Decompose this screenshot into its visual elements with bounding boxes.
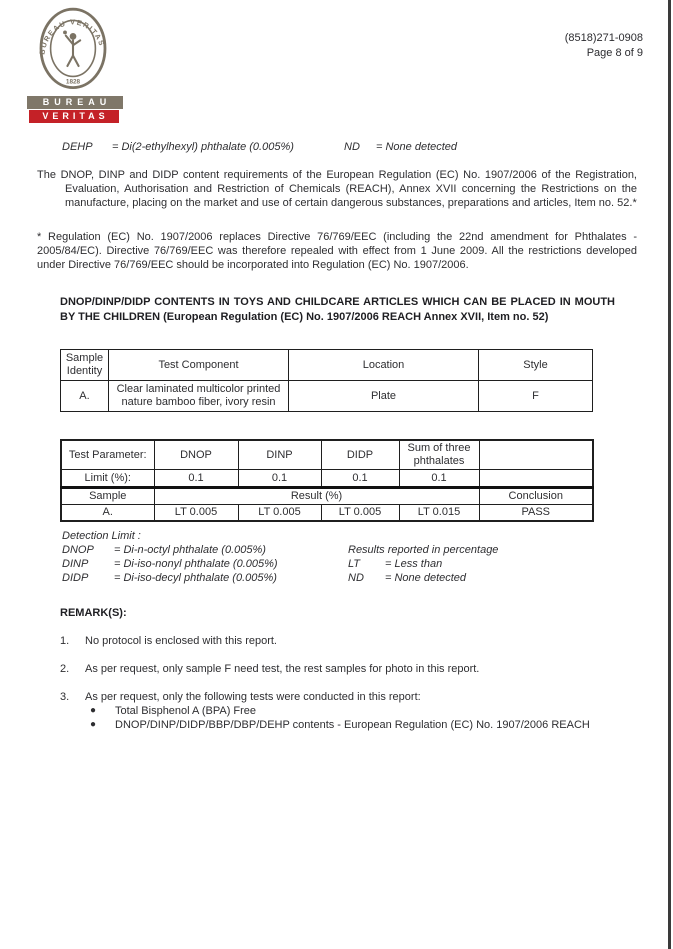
cell-limit-label: Limit (%): xyxy=(60,469,155,488)
cell-limit-didp: 0.1 xyxy=(320,469,400,488)
cell-limit-empty xyxy=(478,469,594,488)
result-data-row: A. LT 0.005 LT 0.005 LT 0.005 LT 0.015 P… xyxy=(60,504,594,522)
reach-requirements-paragraph: The DNOP, DINP and DIDP content requirem… xyxy=(37,169,637,209)
remark-2-text: As per request, only sample F need test,… xyxy=(85,663,480,675)
sample-info-header-row: Sample Identity Test Component Location … xyxy=(60,349,593,381)
cell-result-didp: LT 0.005 xyxy=(320,504,400,522)
sample-info-table: Sample Identity Test Component Location … xyxy=(60,349,593,412)
cell-location: Plate xyxy=(288,380,479,412)
remark-item-3: 3. As per request, only the following te… xyxy=(60,690,635,704)
cell-limit-dinp: 0.1 xyxy=(237,469,322,488)
phthalate-result-table: Test Parameter: DNOP DINP DIDP Sum of th… xyxy=(60,439,594,522)
cell-limit-dnop: 0.1 xyxy=(153,469,239,488)
cell-sample-identity: A. xyxy=(60,380,109,412)
cell-sum-label: Sum of three phthalates xyxy=(398,439,480,470)
bullet-icon: ● xyxy=(90,719,97,730)
dehp-definition-line: DEHP = Di(2-ethylhexyl) phthalate (0.005%… xyxy=(62,140,457,154)
remark-item-2: 2. As per request, only sample F need te… xyxy=(60,662,635,676)
col-location: Location xyxy=(288,349,479,381)
cell-result-dnop: LT 0.005 xyxy=(153,504,239,522)
remark-bullet-1: ● Total Bisphenol A (BPA) Free xyxy=(90,704,635,718)
dehp-term: DEHP xyxy=(62,141,93,153)
page-header-right: (8518)271-0908 Page 8 of 9 xyxy=(565,31,643,61)
svg-text:1828: 1828 xyxy=(66,79,81,86)
cell-style: F xyxy=(478,380,593,412)
col-style: Style xyxy=(478,349,593,381)
cell-result-label: Result (%) xyxy=(153,486,480,505)
dl-def-didp: = Di-iso-decyl phthalate (0.005%) xyxy=(114,572,277,584)
col-test-component: Test Component xyxy=(108,349,289,381)
cell-limit-sum: 0.1 xyxy=(398,469,480,488)
detection-limit-row-dinp: DINP = Di-iso-nonyl phthalate (0.005%) LT… xyxy=(62,557,622,571)
cell-dinp-label: DINP xyxy=(237,439,322,470)
regulation-footnote-paragraph: * Regulation (EC) No. 1907/2006 replaces… xyxy=(37,231,637,271)
result-param-row: Test Parameter: DNOP DINP DIDP Sum of th… xyxy=(60,439,594,470)
page-right-border xyxy=(668,0,671,949)
logo-veritas-bar: VERITAS xyxy=(29,110,119,123)
dl-def-nd: = None detected xyxy=(385,572,467,584)
dl-term-lt: LT xyxy=(348,558,361,570)
cell-conclusion-pass: PASS xyxy=(478,504,594,522)
cell-sample-a: A. xyxy=(60,504,155,522)
detection-limit-row-didp: DIDP = Di-iso-decyl phthalate (0.005%) ND… xyxy=(62,571,622,585)
cell-conclusion-label: Conclusion xyxy=(478,486,594,505)
remarks-heading: REMARK(S): xyxy=(60,607,127,619)
bullet-icon: ● xyxy=(90,705,97,716)
remark-2-number: 2. xyxy=(60,663,70,675)
detection-limit-block: Detection Limit : DNOP = Di-n-octyl phtha… xyxy=(62,529,622,585)
dl-term-dnop: DNOP xyxy=(62,544,94,556)
remark-3-number: 3. xyxy=(60,691,70,703)
result-sample-row: Sample Result (%) Conclusion xyxy=(60,486,594,505)
dl-term-dinp: DINP xyxy=(62,558,89,570)
cell-didp-label: DIDP xyxy=(320,439,400,470)
dl-term-nd: ND xyxy=(348,572,364,584)
sample-info-data-row: A. Clear laminated multicolor printed na… xyxy=(60,380,593,412)
remark-3-text: As per request, only the following tests… xyxy=(85,691,421,703)
remark-bullet-2-text: DNOP/DINP/DIDP/BBP/DBP/DEHP contents - E… xyxy=(115,719,590,731)
col-sample-identity: Sample Identity xyxy=(60,349,109,381)
dl-note-percentage: Results reported in percentage xyxy=(348,544,499,556)
remark-bullet-1-text: Total Bisphenol A (BPA) Free xyxy=(115,705,257,717)
nd-term: ND xyxy=(344,141,360,153)
logo-bureau-bar: BUREAU xyxy=(27,96,123,109)
cell-param-empty xyxy=(478,439,594,470)
remark-1-number: 1. xyxy=(60,635,70,647)
cell-dnop-label: DNOP xyxy=(153,439,239,470)
bureau-veritas-logo: BUREAU VERITAS 1828 BUREAU VERITAS xyxy=(27,6,127,123)
cell-test-parameter-label: Test Parameter: xyxy=(60,439,155,470)
report-number: (8518)271-0908 xyxy=(564,32,643,44)
dl-def-dnop: = Di-n-octyl phthalate (0.005%) xyxy=(114,544,266,556)
detection-limit-row-dnop: DNOP = Di-n-octyl phthalate (0.005%) Resu… xyxy=(62,543,622,557)
dl-def-dinp: = Di-iso-nonyl phthalate (0.005%) xyxy=(114,558,278,570)
cell-result-dinp: LT 0.005 xyxy=(237,504,322,522)
result-limit-row: Limit (%): 0.1 0.1 0.1 0.1 xyxy=(60,469,594,488)
detection-limit-title: Detection Limit : xyxy=(62,530,141,542)
remark-item-1: 1. No protocol is enclosed with this rep… xyxy=(60,634,635,648)
remark-1-text: No protocol is enclosed with this report… xyxy=(85,635,277,647)
dehp-def: = Di(2-ethylhexyl) phthalate (0.005%) xyxy=(112,141,294,153)
dl-def-lt: = Less than xyxy=(385,558,443,570)
dl-term-didp: DIDP xyxy=(62,572,89,584)
nd-def: = None detected xyxy=(376,141,458,153)
cell-sample-label: Sample xyxy=(60,486,155,505)
cell-test-component: Clear laminated multicolor printed natur… xyxy=(108,380,289,412)
remark-bullet-2: ● DNOP/DINP/DIDP/BBP/DBP/DEHP contents -… xyxy=(90,718,635,732)
section-heading: DNOP/DINP/DIDP CONTENTS IN TOYS AND CHIL… xyxy=(60,296,615,323)
cell-result-sum: LT 0.015 xyxy=(398,504,480,522)
page-indicator: Page 8 of 9 xyxy=(586,47,643,59)
bureau-veritas-seal-icon: BUREAU VERITAS 1828 xyxy=(37,7,107,89)
detection-limit-title-row: Detection Limit : xyxy=(62,529,622,543)
